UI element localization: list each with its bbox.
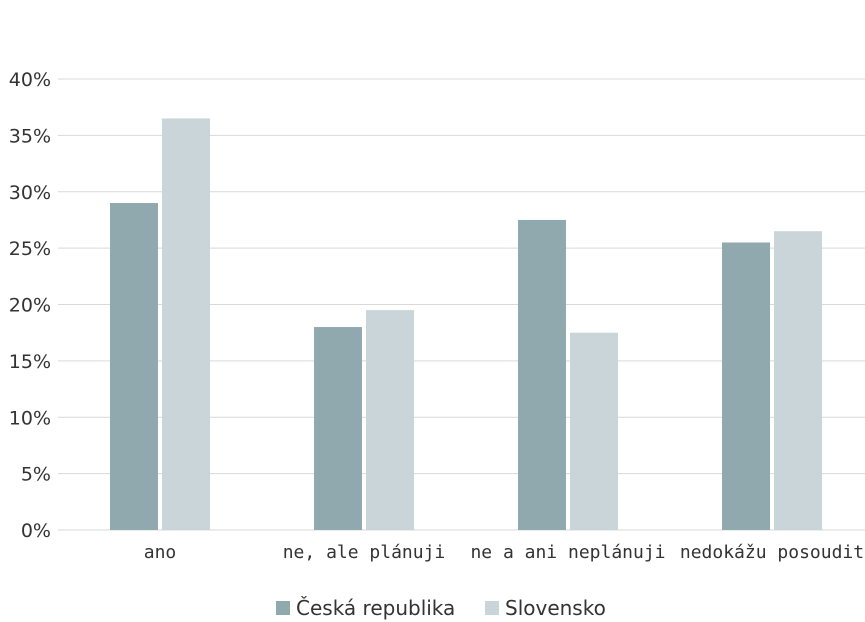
bar: [774, 231, 822, 530]
x-axis-labels: ano ne, ale plánuji ne a ani neplánuji nedo…: [144, 542, 864, 563]
x-tick-label: ne a ani neplánuji: [470, 542, 665, 563]
legend-swatch: [276, 601, 290, 615]
bar: [110, 203, 158, 530]
y-tick-label: 30%: [9, 182, 51, 204]
legend-swatch: [485, 601, 499, 615]
bar: [162, 118, 210, 531]
bar: [570, 332, 618, 530]
y-tick-label: 35%: [9, 125, 51, 147]
y-tick-label: 10%: [9, 407, 51, 429]
bar: [314, 327, 362, 530]
x-tick-label: nedokážu posoudit: [680, 542, 864, 563]
y-tick-label: 25%: [9, 238, 51, 260]
y-tick-label: 40%: [9, 69, 51, 91]
bar: [518, 219, 566, 530]
x-tick-label: ano: [144, 542, 177, 563]
x-tick-label: ne, ale plánuji: [283, 542, 446, 563]
bars: [110, 118, 822, 531]
bar: [722, 242, 770, 531]
bar: [366, 310, 414, 530]
legend: Česká republika Slovensko: [276, 596, 606, 620]
y-tick-label: 15%: [9, 351, 51, 373]
y-axis-ticks: 0% 5% 10% 15% 20% 25% 30% 35% 40%: [9, 69, 51, 542]
y-tick-label: 5%: [21, 464, 51, 486]
legend-label: Slovensko: [505, 596, 606, 620]
legend-label: Česká republika: [296, 596, 455, 620]
y-tick-label: 0%: [21, 520, 51, 542]
y-tick-label: 20%: [9, 295, 51, 317]
